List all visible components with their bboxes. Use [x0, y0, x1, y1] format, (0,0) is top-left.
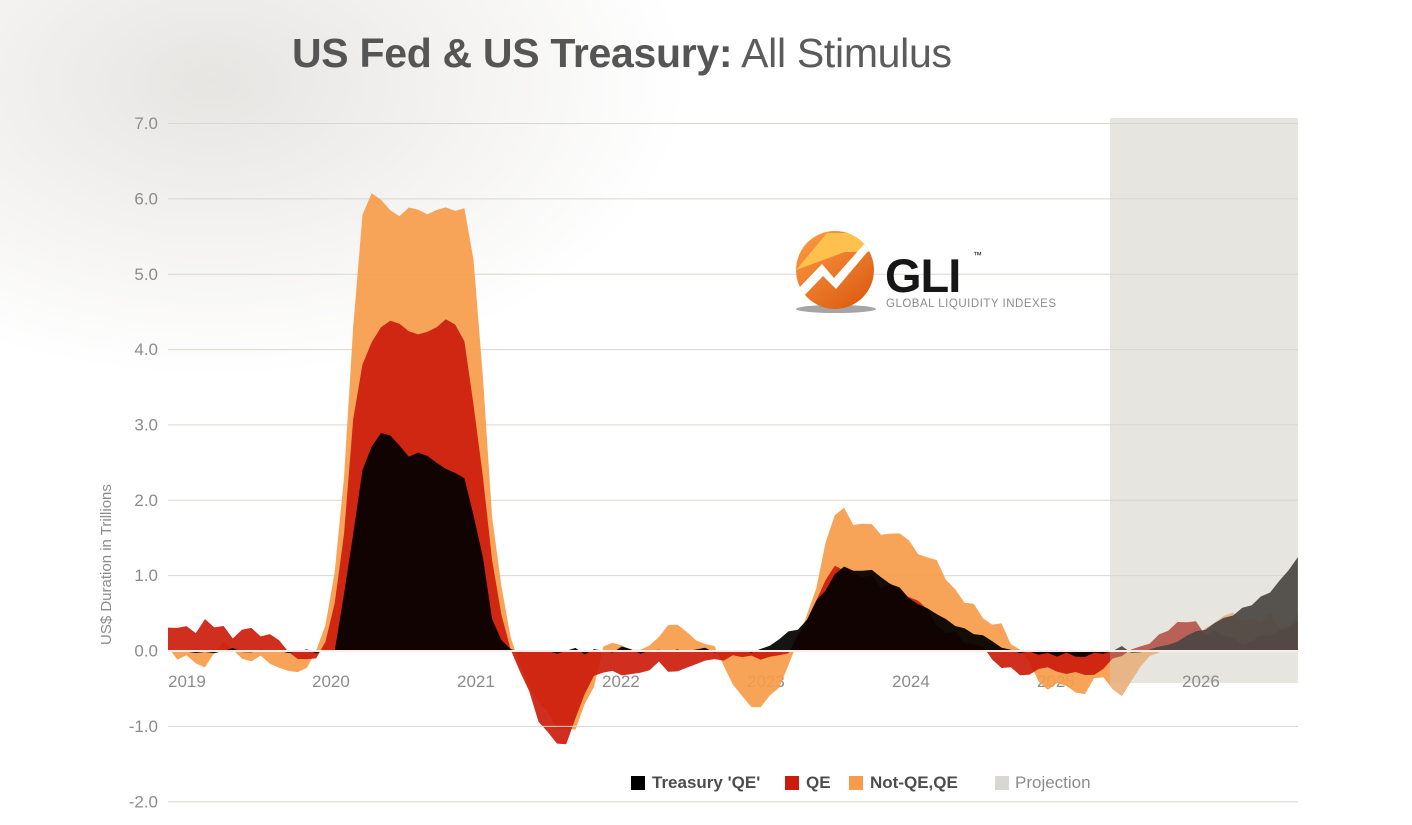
svg-text:3.0: 3.0 — [134, 416, 158, 435]
svg-text:2020: 2020 — [312, 672, 350, 691]
svg-text:2019: 2019 — [168, 672, 206, 691]
svg-text:2.0: 2.0 — [134, 491, 158, 510]
svg-text:Treasury 'QE': Treasury 'QE' — [652, 773, 760, 792]
svg-text:0.0: 0.0 — [134, 642, 158, 661]
svg-text:6.0: 6.0 — [134, 190, 158, 209]
svg-text:1.0: 1.0 — [134, 566, 158, 585]
svg-text:GLOBAL LIQUIDITY INDEXES: GLOBAL LIQUIDITY INDEXES — [886, 298, 1057, 310]
svg-text:-1.0: -1.0 — [129, 717, 158, 736]
svg-text:7.0: 7.0 — [134, 114, 158, 133]
svg-text:-2.0: -2.0 — [129, 792, 158, 811]
svg-text:QE: QE — [806, 773, 831, 792]
svg-text:Projection: Projection — [1015, 773, 1091, 792]
svg-text:2024: 2024 — [892, 672, 930, 691]
svg-text:Not-QE,QE: Not-QE,QE — [870, 773, 958, 792]
svg-text:GLI: GLI — [885, 249, 960, 302]
svg-text:US$ Duration in Trillions: US$ Duration in Trillions — [98, 484, 115, 645]
svg-text:2021: 2021 — [457, 672, 495, 691]
svg-text:2026: 2026 — [1182, 672, 1220, 691]
svg-text:5.0: 5.0 — [134, 265, 158, 284]
svg-text:4.0: 4.0 — [134, 340, 158, 359]
svg-text:™: ™ — [973, 250, 982, 260]
